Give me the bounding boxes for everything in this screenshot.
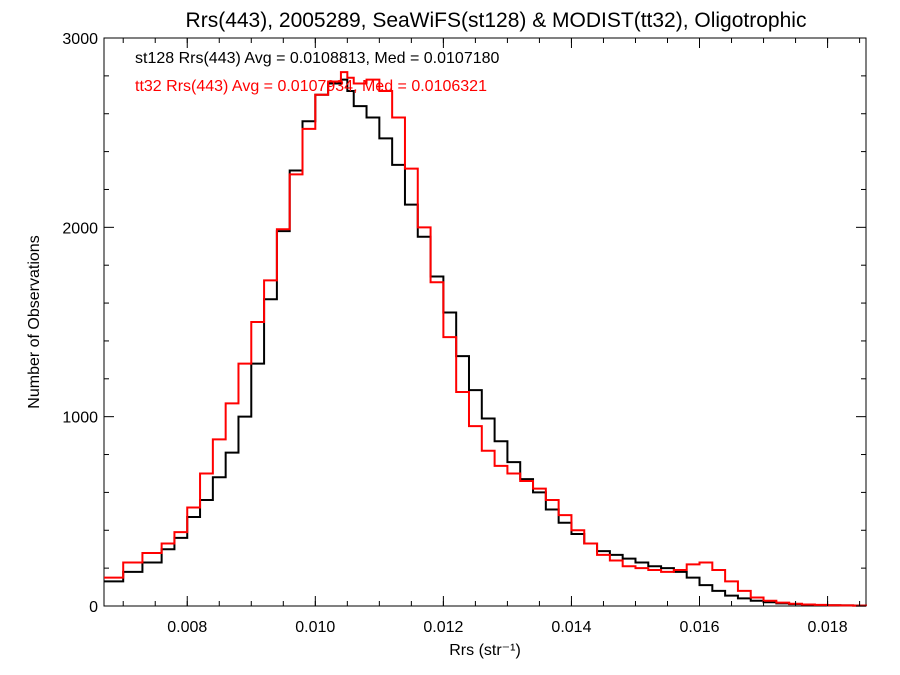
y-tick-label: 1000 — [62, 410, 98, 427]
x-tick-label: 0.008 — [167, 619, 207, 636]
x-tick-label: 0.010 — [295, 619, 335, 636]
chart-title: Rrs(443), 2005289, SeaWiFS(st128) & MODI… — [186, 9, 807, 32]
x-tick-label: 0.012 — [423, 619, 463, 636]
plot-area: 0.008 0.010 0.012 0.014 0.016 0.018 0 1000 2000 3… — [62, 31, 867, 636]
x-tick-label: 0.014 — [551, 619, 591, 636]
y-tick-label: 2000 — [62, 220, 98, 237]
x-axis-label: Rrs (str⁻¹) — [449, 642, 521, 659]
x-tick-label: 0.018 — [808, 619, 848, 636]
series-line-0 — [104, 78, 867, 607]
plot-frame — [103, 37, 867, 607]
x-tick-label: 0.016 — [679, 619, 719, 636]
series-line-1 — [104, 71, 867, 607]
series-layer — [104, 71, 867, 607]
y-tick-label: 3000 — [62, 31, 98, 48]
annotation-tt32: tt32 Rrs(443) Avg = 0.0107934, Med = 0.0… — [135, 78, 487, 95]
annotation-st128: st128 Rrs(443) Avg = 0.0108813, Med = 0.… — [135, 50, 500, 67]
y-tick-label: 0 — [89, 599, 98, 616]
ticks-layer: 0.008 0.010 0.012 0.014 0.016 0.018 0 1000 2000 3… — [62, 31, 866, 636]
y-axis-label: Number of Observations — [26, 235, 43, 408]
